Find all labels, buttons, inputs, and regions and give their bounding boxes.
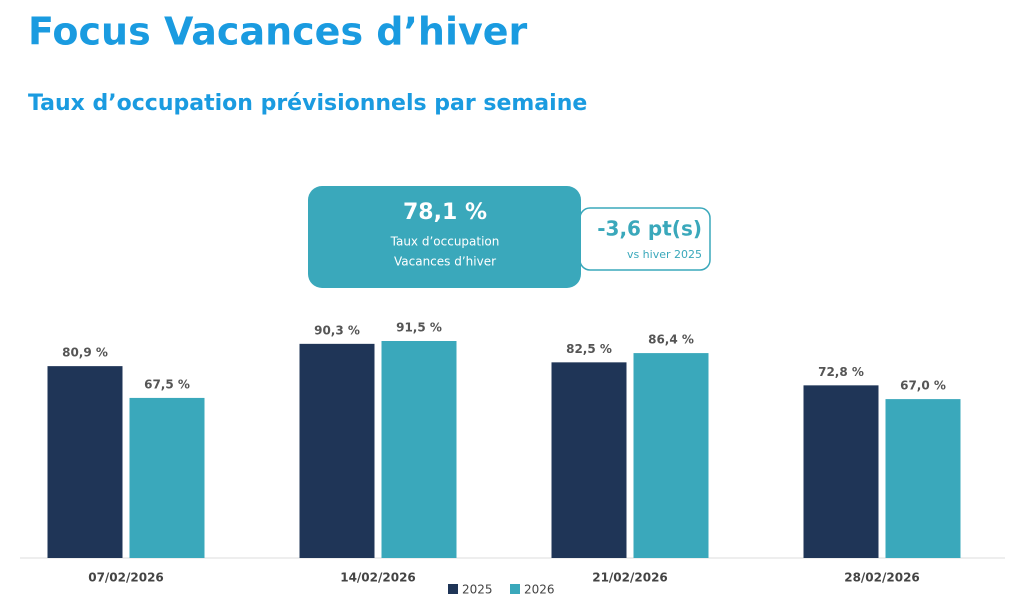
- kpi-box: [308, 186, 581, 288]
- chart-title: Focus Vacances d’hiver: [28, 10, 528, 54]
- kpi-label: Vacances d’hiver: [394, 255, 496, 269]
- value-label: 80,9 %: [62, 346, 108, 360]
- chart-subtitle: Taux d’occupation prévisionnels par sema…: [28, 91, 587, 116]
- legend-label: 2025: [462, 583, 493, 597]
- bar: [129, 397, 205, 558]
- value-label: 72,8 %: [818, 365, 864, 379]
- delta-label: vs hiver 2025: [627, 248, 702, 261]
- value-label: 91,5 %: [396, 321, 442, 335]
- legend-label: 2026: [524, 583, 555, 597]
- bar: [885, 399, 961, 558]
- value-label: 90,3 %: [314, 323, 360, 337]
- delta-value: -3,6 pt(s): [597, 217, 702, 241]
- bar: [47, 366, 123, 558]
- bar: [551, 362, 627, 558]
- bar: [299, 343, 375, 558]
- value-label: 86,4 %: [648, 333, 694, 347]
- x-tick-label: 21/02/2026: [592, 571, 668, 585]
- kpi-value: 78,1 %: [403, 200, 487, 225]
- bar: [803, 385, 879, 558]
- value-label: 67,0 %: [900, 379, 946, 393]
- legend-swatch: [510, 584, 520, 594]
- x-tick-label: 28/02/2026: [844, 571, 920, 585]
- legend-swatch: [448, 584, 458, 594]
- value-label: 67,5 %: [144, 377, 190, 391]
- x-tick-label: 14/02/2026: [340, 571, 416, 585]
- bar: [381, 341, 457, 558]
- bar: [633, 353, 709, 558]
- kpi-label: Taux d’occupation: [390, 235, 500, 249]
- x-tick-label: 07/02/2026: [88, 571, 164, 585]
- value-label: 82,5 %: [566, 342, 612, 356]
